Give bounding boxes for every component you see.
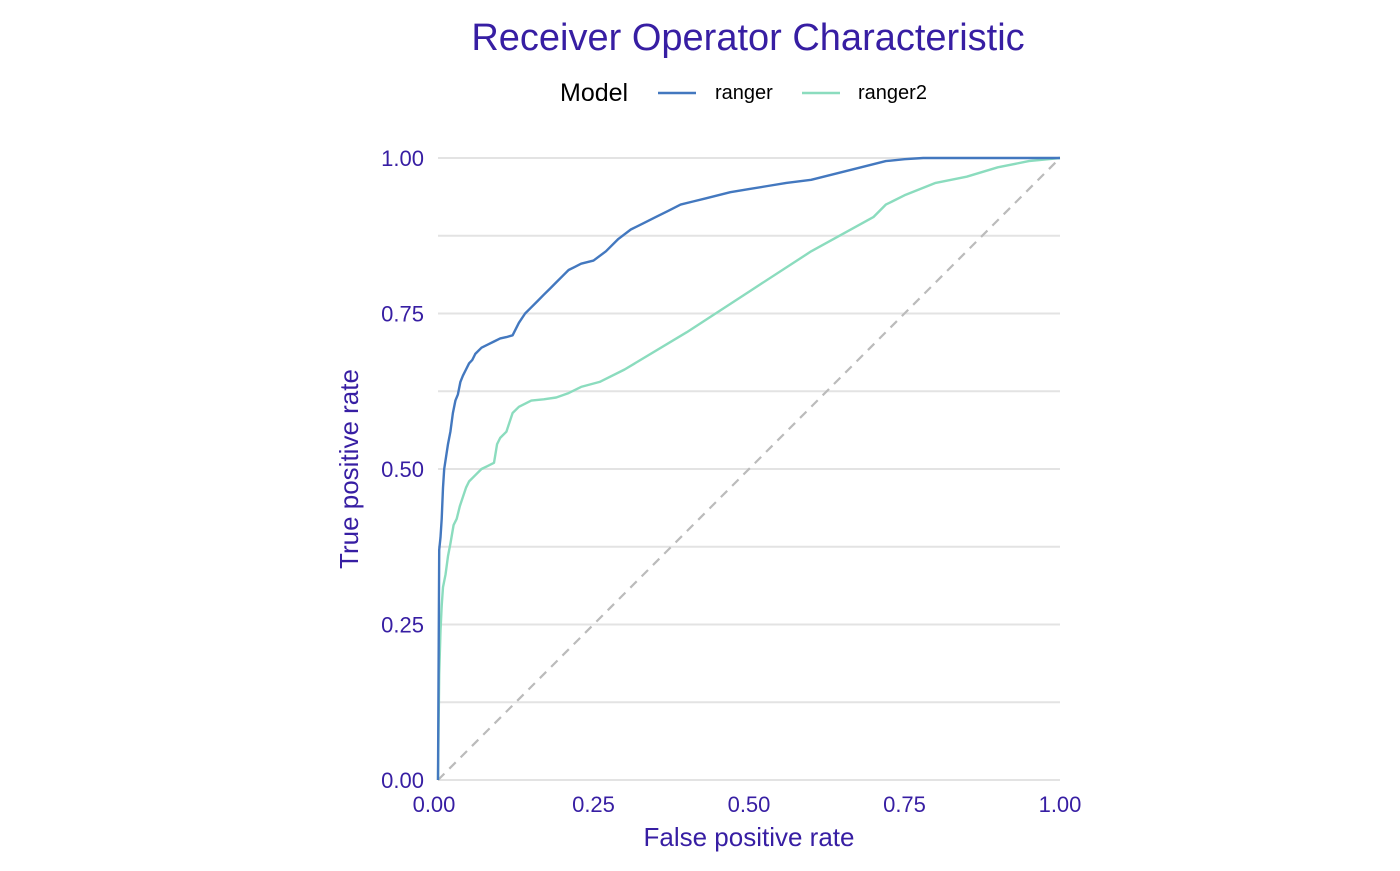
y-tick-label: 0.25 — [381, 613, 424, 638]
y-axis-ticks: 0.00 0.25 0.50 0.75 1.00 — [381, 146, 424, 793]
chart-title: Receiver Operator Characteristic — [471, 17, 1024, 59]
x-axis-title: False positive rate — [644, 822, 855, 852]
x-tick-label: 0.00 — [413, 792, 456, 817]
series-line-ranger2 — [436, 156, 1061, 781]
plot-lines — [436, 156, 1061, 781]
x-tick-label: 1.00 — [1039, 792, 1082, 817]
y-tick-label: 0.50 — [381, 457, 424, 482]
grid-lines — [438, 157, 1060, 781]
x-tick-label: 0.50 — [728, 792, 771, 817]
y-tick-label: 0.75 — [381, 302, 424, 327]
series-line-ranger — [436, 156, 1060, 781]
x-axis-ticks: 0.00 0.25 0.50 0.75 1.00 — [413, 792, 1082, 817]
x-tick-label: 0.75 — [883, 792, 926, 817]
y-axis-title: True positive rate — [334, 369, 364, 569]
x-tick-label: 0.25 — [572, 792, 615, 817]
y-tick-label: 0.00 — [381, 768, 424, 793]
legend-title: Model — [560, 79, 628, 107]
diagonal-reference-line — [437, 157, 1061, 781]
legend-label-ranger: ranger — [715, 82, 773, 104]
legend: Model ranger ranger2 — [560, 79, 927, 107]
legend-label-ranger2: ranger2 — [858, 82, 927, 104]
y-tick-label: 1.00 — [381, 146, 424, 171]
